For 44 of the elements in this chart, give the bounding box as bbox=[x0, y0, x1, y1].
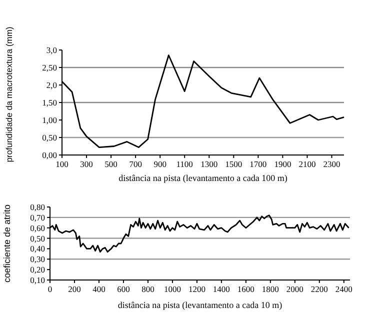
x-tick-label: 1100 bbox=[176, 159, 193, 169]
x-axis-title: distância na pista (levantamento a cada 10 m) bbox=[118, 300, 282, 310]
x-axis-title: distância na pista (levantamento a cada 100 m) bbox=[118, 173, 288, 183]
x-tick-label: 1500 bbox=[225, 159, 242, 169]
y-tick-label: 1,00 bbox=[42, 115, 57, 125]
x-tick-label: 300 bbox=[80, 159, 93, 169]
y-tick-label: 0,50 bbox=[42, 132, 57, 142]
x-tick-label: 1200 bbox=[188, 284, 206, 294]
y-tick-label: 0,00 bbox=[42, 150, 57, 160]
x-tick-label: 1400 bbox=[212, 284, 230, 294]
x-tick-label: 800 bbox=[142, 284, 154, 294]
x-tick-label: 1600 bbox=[237, 284, 254, 294]
y-tick-label: 0,50 bbox=[30, 233, 45, 244]
y-tick-label: 2,50 bbox=[42, 62, 57, 72]
x-tick-label: 200 bbox=[68, 284, 81, 294]
y-tick-label: 0,70 bbox=[30, 212, 45, 222]
x-tick-label: 100 bbox=[56, 159, 68, 169]
y-tick-label: 3,0 bbox=[46, 45, 57, 55]
x-tick-label: 700 bbox=[129, 159, 142, 169]
y-tick-label: 0,30 bbox=[30, 254, 45, 264]
x-tick-label: 1700 bbox=[250, 159, 267, 169]
x-tick-label: 400 bbox=[92, 284, 106, 294]
y-tick-label: 0,10 bbox=[30, 275, 45, 285]
x-tick-label: 1000 bbox=[164, 284, 181, 294]
x-tick-label: 2300 bbox=[323, 159, 340, 169]
y-tick-label: 0,20 bbox=[30, 264, 45, 275]
y-axis-title: coeficiente de atrito bbox=[2, 204, 12, 283]
y-tick-label: 1,50 bbox=[42, 98, 57, 108]
x-tick-label: 2000 bbox=[286, 284, 304, 294]
y-tick-label: 2,0 bbox=[46, 80, 57, 90]
x-tick-label: 2200 bbox=[310, 284, 328, 294]
x-tick-label: 900 bbox=[154, 159, 166, 169]
y-tick-label: 0,60 bbox=[30, 222, 45, 233]
x-tick-label: 2100 bbox=[298, 159, 316, 169]
x-tick-label: 600 bbox=[117, 284, 130, 294]
x-tick-label: 2400 bbox=[335, 284, 352, 294]
x-tick-label: 1300 bbox=[200, 159, 218, 169]
x-tick-label: 1900 bbox=[274, 159, 292, 169]
x-tick-label: 1800 bbox=[262, 284, 279, 294]
y-axis-title: profundidade da macrotextura (mm) bbox=[4, 26, 14, 162]
y-tick-label: 0,40 bbox=[30, 244, 45, 254]
y-tick-label: 0,80 bbox=[30, 202, 45, 212]
x-tick-label: 0 bbox=[48, 284, 52, 294]
x-tick-label: 500 bbox=[104, 159, 118, 169]
